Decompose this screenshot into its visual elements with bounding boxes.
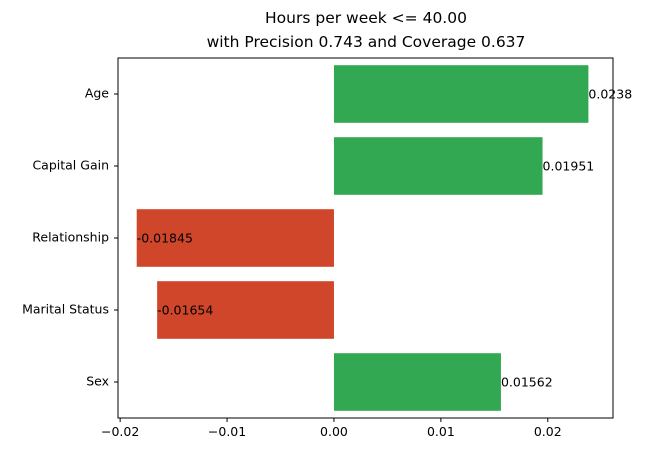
bars-group xyxy=(136,65,589,411)
x-tick-label: −0.01 xyxy=(208,424,246,439)
x-axis: −0.02 −0.01 0.00 0.01 0.02 xyxy=(101,418,562,439)
x-tick-label: −0.02 xyxy=(101,424,139,439)
value-label: 0.01951 xyxy=(543,159,595,174)
y-tick-label: Sex xyxy=(86,374,109,389)
value-label: 0.01562 xyxy=(501,375,553,390)
bar-relationship xyxy=(136,209,334,267)
y-tick-label: Age xyxy=(85,86,109,101)
value-label: 0.0238 xyxy=(588,87,632,102)
x-tick-label: 0.01 xyxy=(427,424,455,439)
y-tick-label: Capital Gain xyxy=(32,158,109,173)
bar-capital-gain xyxy=(333,137,543,195)
x-tick-label: 0.02 xyxy=(534,424,562,439)
x-tick-label: 0.00 xyxy=(320,424,348,439)
chart-title-line2: with Precision 0.743 and Coverage 0.637 xyxy=(207,33,526,51)
y-tick-label: Marital Status xyxy=(22,302,109,317)
bar-marital-status xyxy=(157,281,334,339)
bar-age xyxy=(333,65,589,123)
chart-title-line1: Hours per week <= 40.00 xyxy=(265,9,467,27)
value-labels-group: 0.0238 0.01951 -0.01845 -0.01654 0.01562 xyxy=(137,87,632,390)
y-tick-label: Relationship xyxy=(32,230,109,245)
value-label: -0.01845 xyxy=(137,231,193,246)
y-axis: Age Capital Gain Relationship Marital Statu… xyxy=(22,86,118,389)
bar-sex xyxy=(333,353,501,411)
value-label: -0.01654 xyxy=(157,303,213,318)
